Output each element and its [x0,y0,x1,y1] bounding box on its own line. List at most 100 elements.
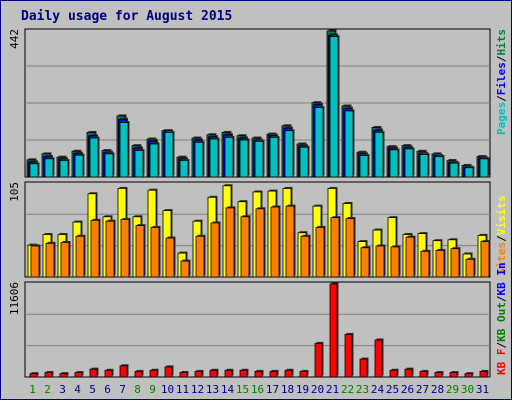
day-label-28: 28 [431,383,444,396]
legend-hits-files-pages-part-1: / [495,95,508,102]
day-label-1: 1 [29,383,36,396]
bar-kbf-day-25 [389,369,398,378]
day-label-21: 21 [326,383,339,396]
day-label-8: 8 [134,383,141,396]
bar-pages-day-16 [254,140,264,178]
bar-kbf-day-19 [299,370,308,378]
bar-pages-day-28 [434,156,444,178]
day-label-20: 20 [311,383,324,396]
bar-sites-day-17 [270,206,280,278]
bar-kbf-day-11 [179,372,188,378]
chart-title: Daily usage for August 2015 [21,9,233,24]
day-label-11: 11 [176,383,189,396]
day-label-4: 4 [74,383,81,396]
bar-kbf-day-9 [149,369,158,378]
bar-kbf-day-22 [344,333,353,378]
day-label-6: 6 [104,383,111,396]
bar-pages-day-1 [29,163,39,178]
bar-kbf-day-18 [284,369,293,378]
bar-sites-day-26 [405,236,415,278]
bar-pages-day-4 [74,154,84,178]
day-label-23: 23 [356,383,369,396]
bar-sites-day-25 [390,246,400,278]
day-label-27: 27 [416,383,429,396]
bar-pages-day-13 [209,138,219,178]
bar-pages-day-8 [134,150,144,178]
bar-sites-day-20 [315,226,325,278]
bar-pages-day-5 [89,137,99,178]
day-label-25: 25 [386,383,399,396]
bar-pages-day-11 [179,160,189,178]
bar-kbf-day-16 [254,370,263,378]
bar-sites-day-21 [330,217,340,278]
bar-sites-day-9 [150,226,160,278]
bar-kbf-day-31 [479,370,488,378]
bar-sites-day-5 [90,219,100,278]
bar-sites-day-29 [450,248,460,278]
bar-pages-day-20 [314,107,324,178]
bar-kbf-day-3 [59,373,68,378]
ymax-label-hits-files-pages: 442 [8,29,21,49]
bar-pages-day-30 [464,167,474,178]
bar-pages-day-3 [59,160,69,178]
day-label-22: 22 [341,383,354,396]
bar-kbf-day-2 [44,372,53,378]
bar-pages-day-26 [404,148,414,178]
legend-kb-part-3: / [495,295,508,302]
day-label-17: 17 [266,383,279,396]
legend-hits-files-pages-part-4: Hits [495,29,508,56]
bar-kbf-day-1 [29,373,38,378]
bar-sites-day-15 [240,216,250,278]
bar-kbf-day-23 [359,358,368,378]
legend-kb-part-2: KB Out [495,302,508,342]
legend-kb-part-1: / [495,342,508,349]
legend-kb: KB F/KB Out/KB In [495,262,508,375]
day-label-7: 7 [119,383,126,396]
day-label-9: 9 [149,383,156,396]
bar-kbf-day-29 [449,372,458,378]
day-label-31: 31 [476,383,489,396]
bar-pages-day-2 [44,158,54,178]
panel-kbf-kbout-kbin [24,281,491,378]
legend-hits-files-pages-part-0: Pages [495,102,508,135]
bar-kbf-day-17 [269,370,278,378]
day-label-19: 19 [296,383,309,396]
bar-kbf-day-6 [104,369,113,378]
bar-sites-day-30 [465,258,475,278]
bar-kbf-day-27 [419,370,428,378]
bar-pages-day-27 [419,154,429,178]
bar-pages-day-18 [284,130,294,178]
day-label-16: 16 [251,383,264,396]
bar-pages-day-7 [119,122,129,178]
day-label-10: 10 [161,383,174,396]
day-label-29: 29 [446,383,459,396]
bar-sites-day-23 [360,247,370,278]
bar-sites-day-28 [435,250,445,278]
bar-kbf-day-13 [209,369,218,378]
bar-kbf-day-26 [404,368,413,378]
day-label-5: 5 [89,383,96,396]
day-label-24: 24 [371,383,385,396]
bar-sites-day-8 [135,225,145,278]
bar-sites-day-3 [60,242,70,278]
bar-sites-day-1 [30,245,40,278]
legend-visits-sites-part-2: Visits [495,196,508,236]
legend-hits-files-pages-part-2: Files [495,62,508,95]
bar-pages-day-17 [269,136,279,178]
bar-sites-day-2 [45,242,55,278]
legend-visits-sites: Sites/Visits [495,196,508,276]
bar-pages-day-22 [344,110,354,178]
bar-pages-day-6 [104,153,114,178]
legend-hits-files-pages: Pages/Files/Hits [495,29,508,135]
bar-pages-day-14 [224,136,234,178]
day-label-12: 12 [191,383,204,396]
legend-visits-sites-part-1: / [495,235,508,242]
bar-kbf-day-10 [164,366,173,378]
bar-sites-day-18 [285,205,295,278]
bar-kbf-day-24 [374,339,383,378]
bar-pages-day-10 [164,132,174,178]
legend-hits-files-pages-part-3: / [495,55,508,62]
bar-sites-day-31 [480,241,490,278]
bar-kbf-day-20 [314,342,323,378]
bar-pages-day-19 [299,146,309,178]
